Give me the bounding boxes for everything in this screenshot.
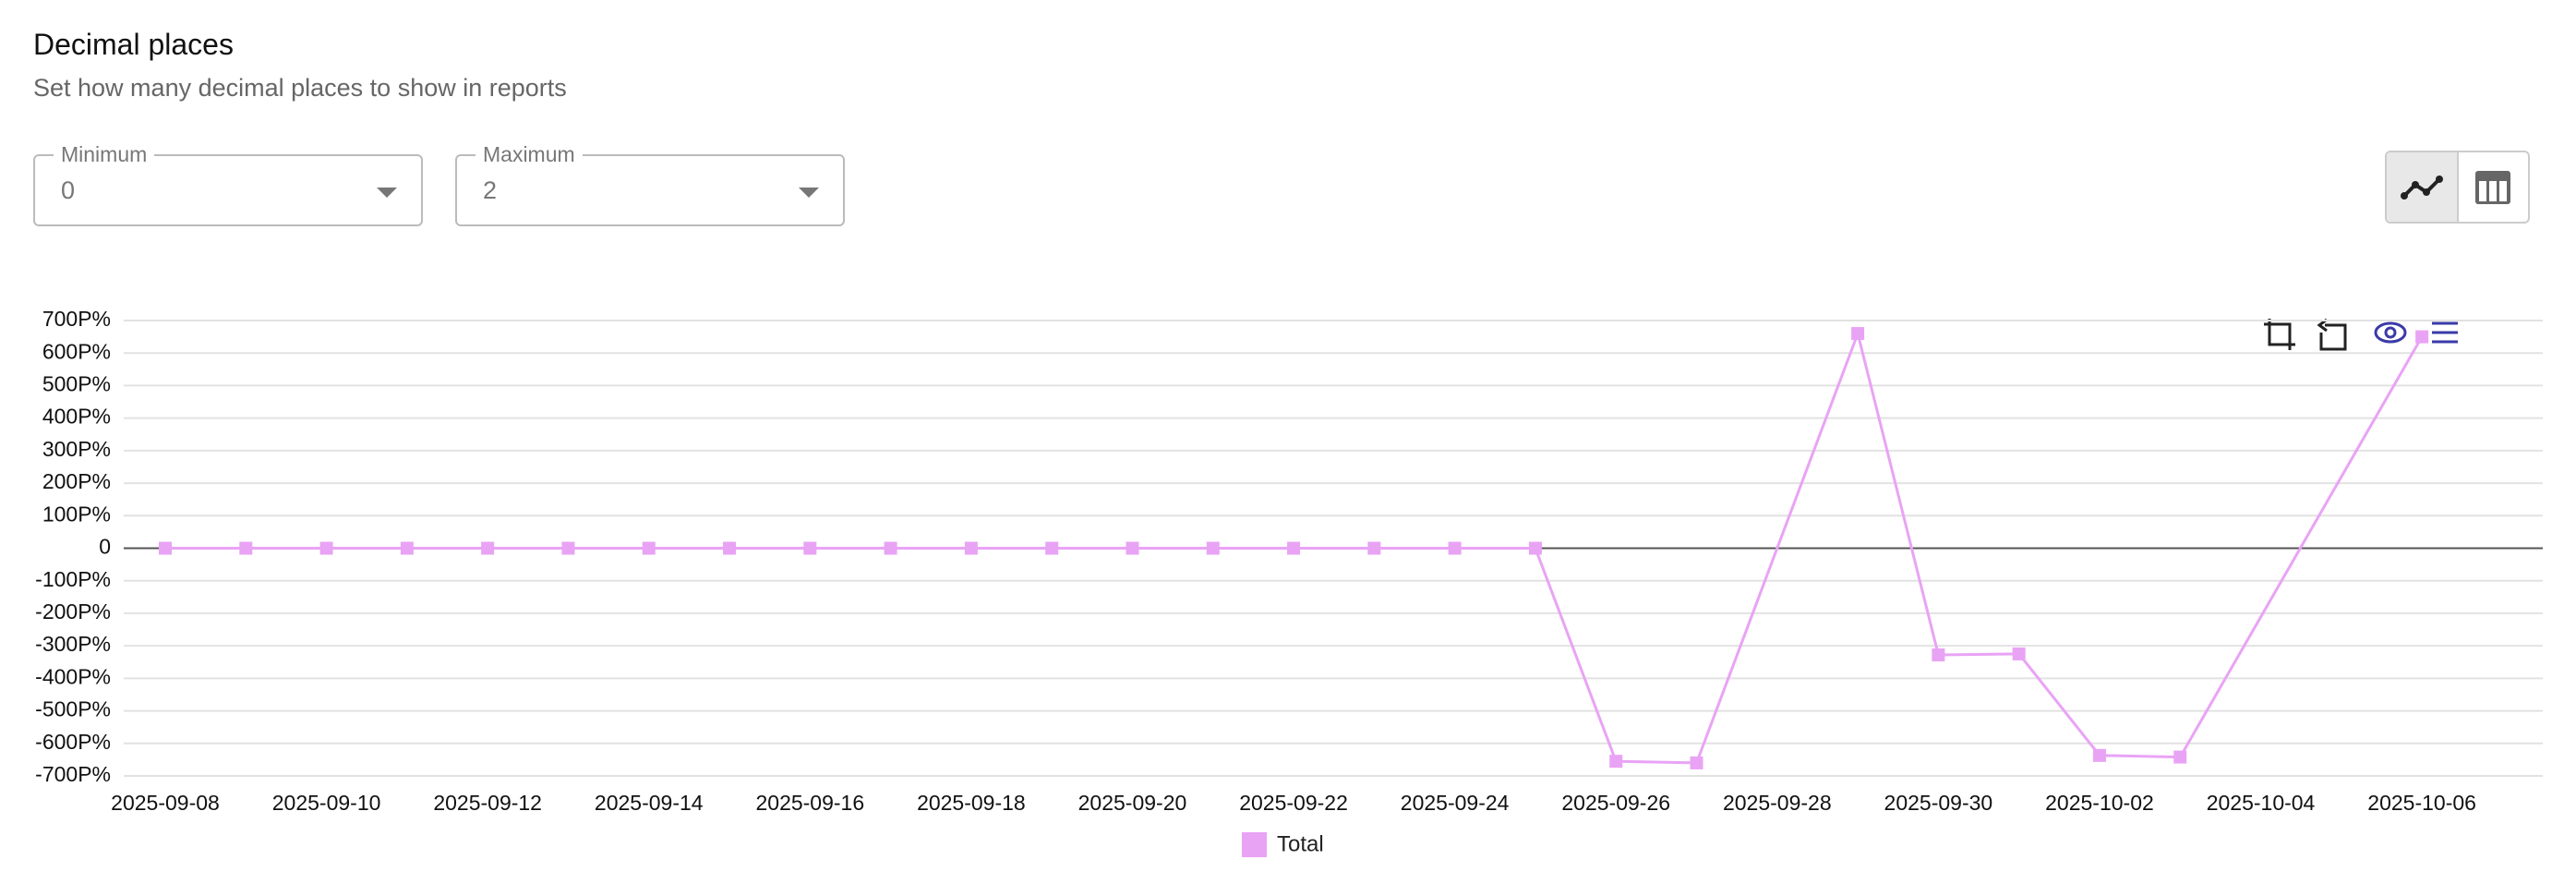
x-tick-label: 2025-10-04 [2207, 791, 2316, 815]
select-value: 2 [483, 176, 498, 204]
y-tick-label: 200P% [42, 469, 111, 493]
point-marker [2415, 330, 2429, 344]
x-tick-label: 2025-09-26 [1561, 791, 1670, 815]
point-marker [2173, 750, 2187, 764]
y-tick-label: -600P% [35, 730, 111, 754]
y-tick-label: -100P% [35, 567, 111, 591]
point-marker [803, 541, 817, 555]
y-tick-label: -700P% [35, 762, 111, 786]
select-label: Minimum [54, 142, 155, 167]
x-tick-label: 2025-09-20 [1078, 791, 1187, 815]
point-marker [1932, 648, 1945, 662]
y-tick-label: 700P% [42, 307, 111, 331]
x-tick-label: 2025-09-16 [755, 791, 864, 815]
legend-swatch [1242, 832, 1267, 857]
line-view-button[interactable] [2387, 152, 2459, 222]
y-tick-label: 400P% [42, 405, 111, 429]
table-icon [2475, 170, 2511, 204]
view-toggle [2385, 151, 2530, 224]
section-title: Decimal places [33, 28, 234, 61]
y-tick-label: -400P% [35, 664, 111, 688]
point-marker [1609, 755, 1623, 769]
y-tick-label: -500P% [35, 697, 111, 721]
legend-label: Total [1277, 831, 1324, 856]
select-value: 0 [61, 176, 76, 204]
y-tick-label: 500P% [42, 372, 111, 396]
x-tick-label: 2025-09-18 [917, 791, 1026, 815]
menu-button[interactable] [2432, 321, 2458, 344]
zoom-button[interactable] [2264, 319, 2295, 350]
point-marker [239, 541, 253, 555]
select-label: Maximum [475, 142, 583, 167]
x-tick-label: 2025-09-28 [1723, 791, 1832, 815]
maximum-select[interactable]: Maximum 2 [455, 142, 845, 226]
x-tick-label: 2025-09-10 [272, 791, 381, 815]
chart-toolbar [2264, 318, 2458, 351]
point-marker [481, 541, 495, 555]
point-marker [400, 541, 414, 555]
x-tick-label: 2025-09-22 [1239, 791, 1348, 815]
point-marker [1045, 541, 1059, 555]
caret [377, 188, 397, 198]
x-tick-label: 2025-09-12 [433, 791, 542, 815]
point-marker [1851, 327, 1865, 341]
x-tick-label: 2025-09-14 [595, 791, 704, 815]
line-icon [2400, 175, 2443, 200]
point-marker [1367, 541, 1381, 555]
pan-button[interactable] [2374, 321, 2407, 344]
point-marker [1528, 541, 1542, 555]
point-marker [642, 541, 656, 555]
x-tick-label: 2025-10-06 [2367, 791, 2476, 815]
y-tick-label: 600P% [42, 339, 111, 363]
series-line [165, 329, 2424, 765]
section-subtitle: Set how many decimal places to show in r… [33, 74, 567, 102]
point-marker [964, 541, 978, 555]
point-marker [1287, 541, 1301, 555]
y-tick-label: 100P% [42, 502, 111, 526]
point-marker [884, 541, 897, 555]
y-tick-label: 0 [99, 535, 111, 559]
point-marker [1690, 756, 1703, 769]
x-tick-label: 2025-09-24 [1401, 791, 1510, 815]
table-view-button[interactable] [2459, 152, 2529, 222]
y-tick-label: 300P% [42, 437, 111, 461]
point-marker [319, 541, 333, 555]
point-marker [723, 541, 737, 555]
caret [799, 188, 819, 198]
x-tick-label: 2025-10-02 [2045, 791, 2154, 815]
point-marker [1125, 541, 1139, 555]
x-tick-label: 2025-09-08 [111, 791, 220, 815]
y-tick-label: -200P% [35, 599, 111, 624]
minimum-select[interactable]: Minimum 0 [33, 142, 423, 226]
point-marker [2012, 647, 2026, 660]
point-marker [1448, 541, 1462, 555]
reset-button[interactable] [2317, 318, 2347, 351]
point-marker [159, 541, 172, 555]
point-marker [561, 541, 575, 555]
point-marker [2092, 748, 2106, 762]
y-tick-label: -300P% [35, 632, 111, 656]
x-tick-label: 2025-09-30 [1884, 791, 1993, 815]
legend-item[interactable]: Total [1242, 831, 1324, 857]
point-marker [1206, 541, 1220, 555]
